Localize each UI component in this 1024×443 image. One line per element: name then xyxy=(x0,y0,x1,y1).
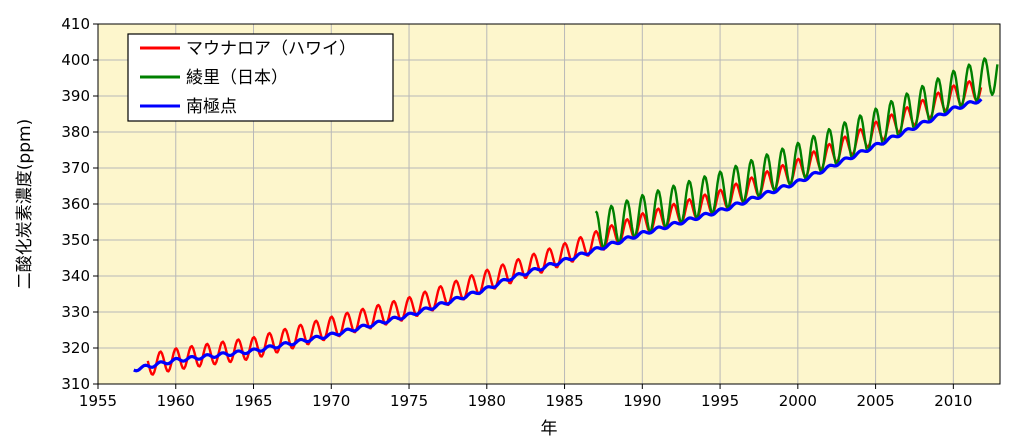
x-tick-label: 1995 xyxy=(701,392,739,410)
y-tick-label: 340 xyxy=(61,267,90,285)
y-tick-label: 370 xyxy=(61,159,90,177)
x-tick-label: 1970 xyxy=(312,392,350,410)
series-line-2 xyxy=(133,98,983,373)
y-tick-label: 360 xyxy=(61,195,90,213)
legend: マウナロア（ハワイ） 綾里（日本） 南極点 xyxy=(127,33,394,122)
y-tick-label: 390 xyxy=(61,87,90,105)
x-tick-label: 2005 xyxy=(856,392,894,410)
series-line-0 xyxy=(146,80,983,376)
x-tick-label: 1980 xyxy=(468,392,506,410)
y-tick-label: 320 xyxy=(61,339,90,357)
x-tick-label: 1990 xyxy=(623,392,661,410)
x-axis-title: 年 xyxy=(541,419,558,439)
x-tick-label: 1960 xyxy=(157,392,195,410)
x-tick-label: 1955 xyxy=(79,392,117,410)
x-tick-label: 1975 xyxy=(390,392,428,410)
y-tick-label: 350 xyxy=(61,231,90,249)
x-tick-label: 2010 xyxy=(934,392,972,410)
y-tick-label: 400 xyxy=(61,51,90,69)
x-tick-label: 1985 xyxy=(545,392,583,410)
y-tick-label: 330 xyxy=(61,303,90,321)
grid-layer xyxy=(98,24,1000,384)
legend-label-0: マウナロア（ハワイ） xyxy=(186,39,356,59)
y-axis-title: 二酸化炭素濃度(ppm) xyxy=(15,119,35,289)
legend-label-2: 南極点 xyxy=(186,97,237,117)
x-tick-label: 1965 xyxy=(234,392,272,410)
y-tick-label: 380 xyxy=(61,123,90,141)
y-tick-label: 310 xyxy=(61,375,90,393)
y-tick-label: 410 xyxy=(61,15,90,33)
legend-label-1: 綾里（日本） xyxy=(186,68,288,88)
x-tick-label: 2000 xyxy=(779,392,817,410)
tick-layer: 1955 1960 1965 1970 1975 1980 1985 1990 1995 2000… xyxy=(61,15,972,410)
series-layer xyxy=(133,57,999,376)
